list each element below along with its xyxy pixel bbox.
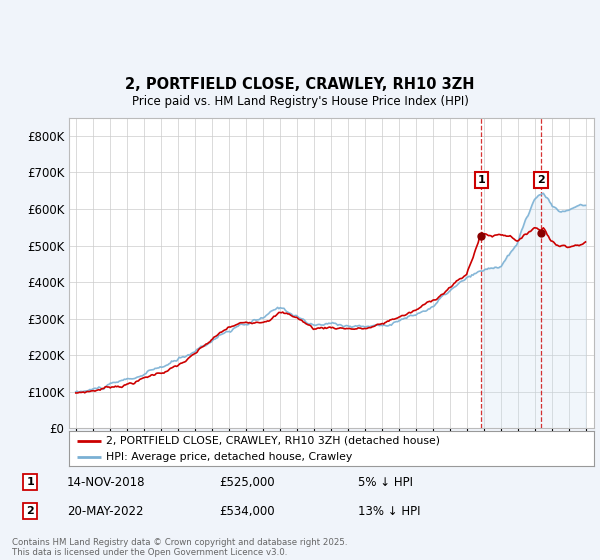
Text: £534,000: £534,000: [220, 505, 275, 517]
Text: 13% ↓ HPI: 13% ↓ HPI: [358, 505, 420, 517]
Text: 5% ↓ HPI: 5% ↓ HPI: [358, 475, 413, 488]
Text: 1: 1: [26, 477, 34, 487]
Text: 14-NOV-2018: 14-NOV-2018: [67, 475, 145, 488]
Text: 20-MAY-2022: 20-MAY-2022: [67, 505, 143, 517]
Text: £525,000: £525,000: [220, 475, 275, 488]
Text: Price paid vs. HM Land Registry's House Price Index (HPI): Price paid vs. HM Land Registry's House …: [131, 95, 469, 108]
Text: 2, PORTFIELD CLOSE, CRAWLEY, RH10 3ZH (detached house): 2, PORTFIELD CLOSE, CRAWLEY, RH10 3ZH (d…: [106, 436, 440, 446]
Text: 2, PORTFIELD CLOSE, CRAWLEY, RH10 3ZH: 2, PORTFIELD CLOSE, CRAWLEY, RH10 3ZH: [125, 77, 475, 92]
Text: 1: 1: [478, 175, 485, 185]
Text: 2: 2: [26, 506, 34, 516]
Text: Contains HM Land Registry data © Crown copyright and database right 2025.
This d: Contains HM Land Registry data © Crown c…: [12, 538, 347, 557]
Text: 2: 2: [537, 175, 545, 185]
Text: HPI: Average price, detached house, Crawley: HPI: Average price, detached house, Craw…: [106, 451, 352, 461]
